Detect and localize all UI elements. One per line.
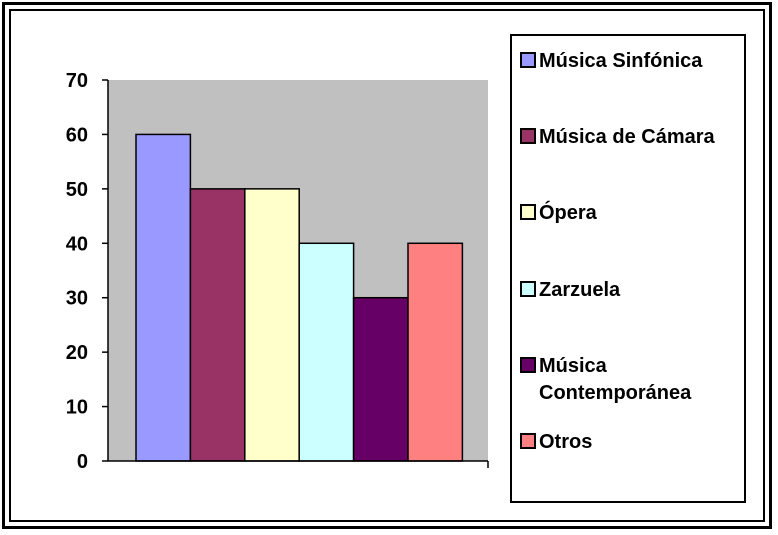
y-tick-label: 20 [66,342,88,364]
bar-1 [136,134,190,461]
bar-5 [354,298,408,461]
bar-4 [299,243,353,461]
legend-swatch [520,281,536,297]
y-tick-label: 60 [66,124,88,146]
legend-label: Otros [539,429,744,456]
legend-entry: Música Sinfónica [520,48,744,75]
legend-entry: Música de Cámara [520,124,744,151]
legend-label: Música Sinfónica [539,48,744,75]
y-tick-label: 70 [66,70,88,92]
legend-swatch [520,52,536,68]
bar-3 [245,189,299,461]
legend-swatch [520,204,536,220]
y-tick-label: 30 [66,288,88,310]
bar-6 [408,243,462,461]
legend-entry: Zarzuela [520,277,744,304]
legend-swatch [520,357,536,373]
legend-label: Ópera [539,200,744,227]
legend: Música Sinfónica Música de Cámara Ópera Zar… [510,34,746,503]
y-tick-label: 0 [77,451,88,473]
y-tick-label: 10 [66,397,88,419]
legend-swatch [520,433,536,449]
legend-label: Música Contemporánea [539,353,744,407]
legend-entry: Ópera [520,200,744,227]
legend-label: Zarzuela [539,277,744,304]
legend-entry: Otros [520,429,744,456]
y-tick-label: 40 [66,233,88,255]
legend-label: Música de Cámara [539,124,744,151]
legend-entry: Música Contemporánea [520,353,744,407]
bar-2 [190,189,244,461]
legend-swatch [520,128,536,144]
y-tick-label: 50 [66,179,88,201]
